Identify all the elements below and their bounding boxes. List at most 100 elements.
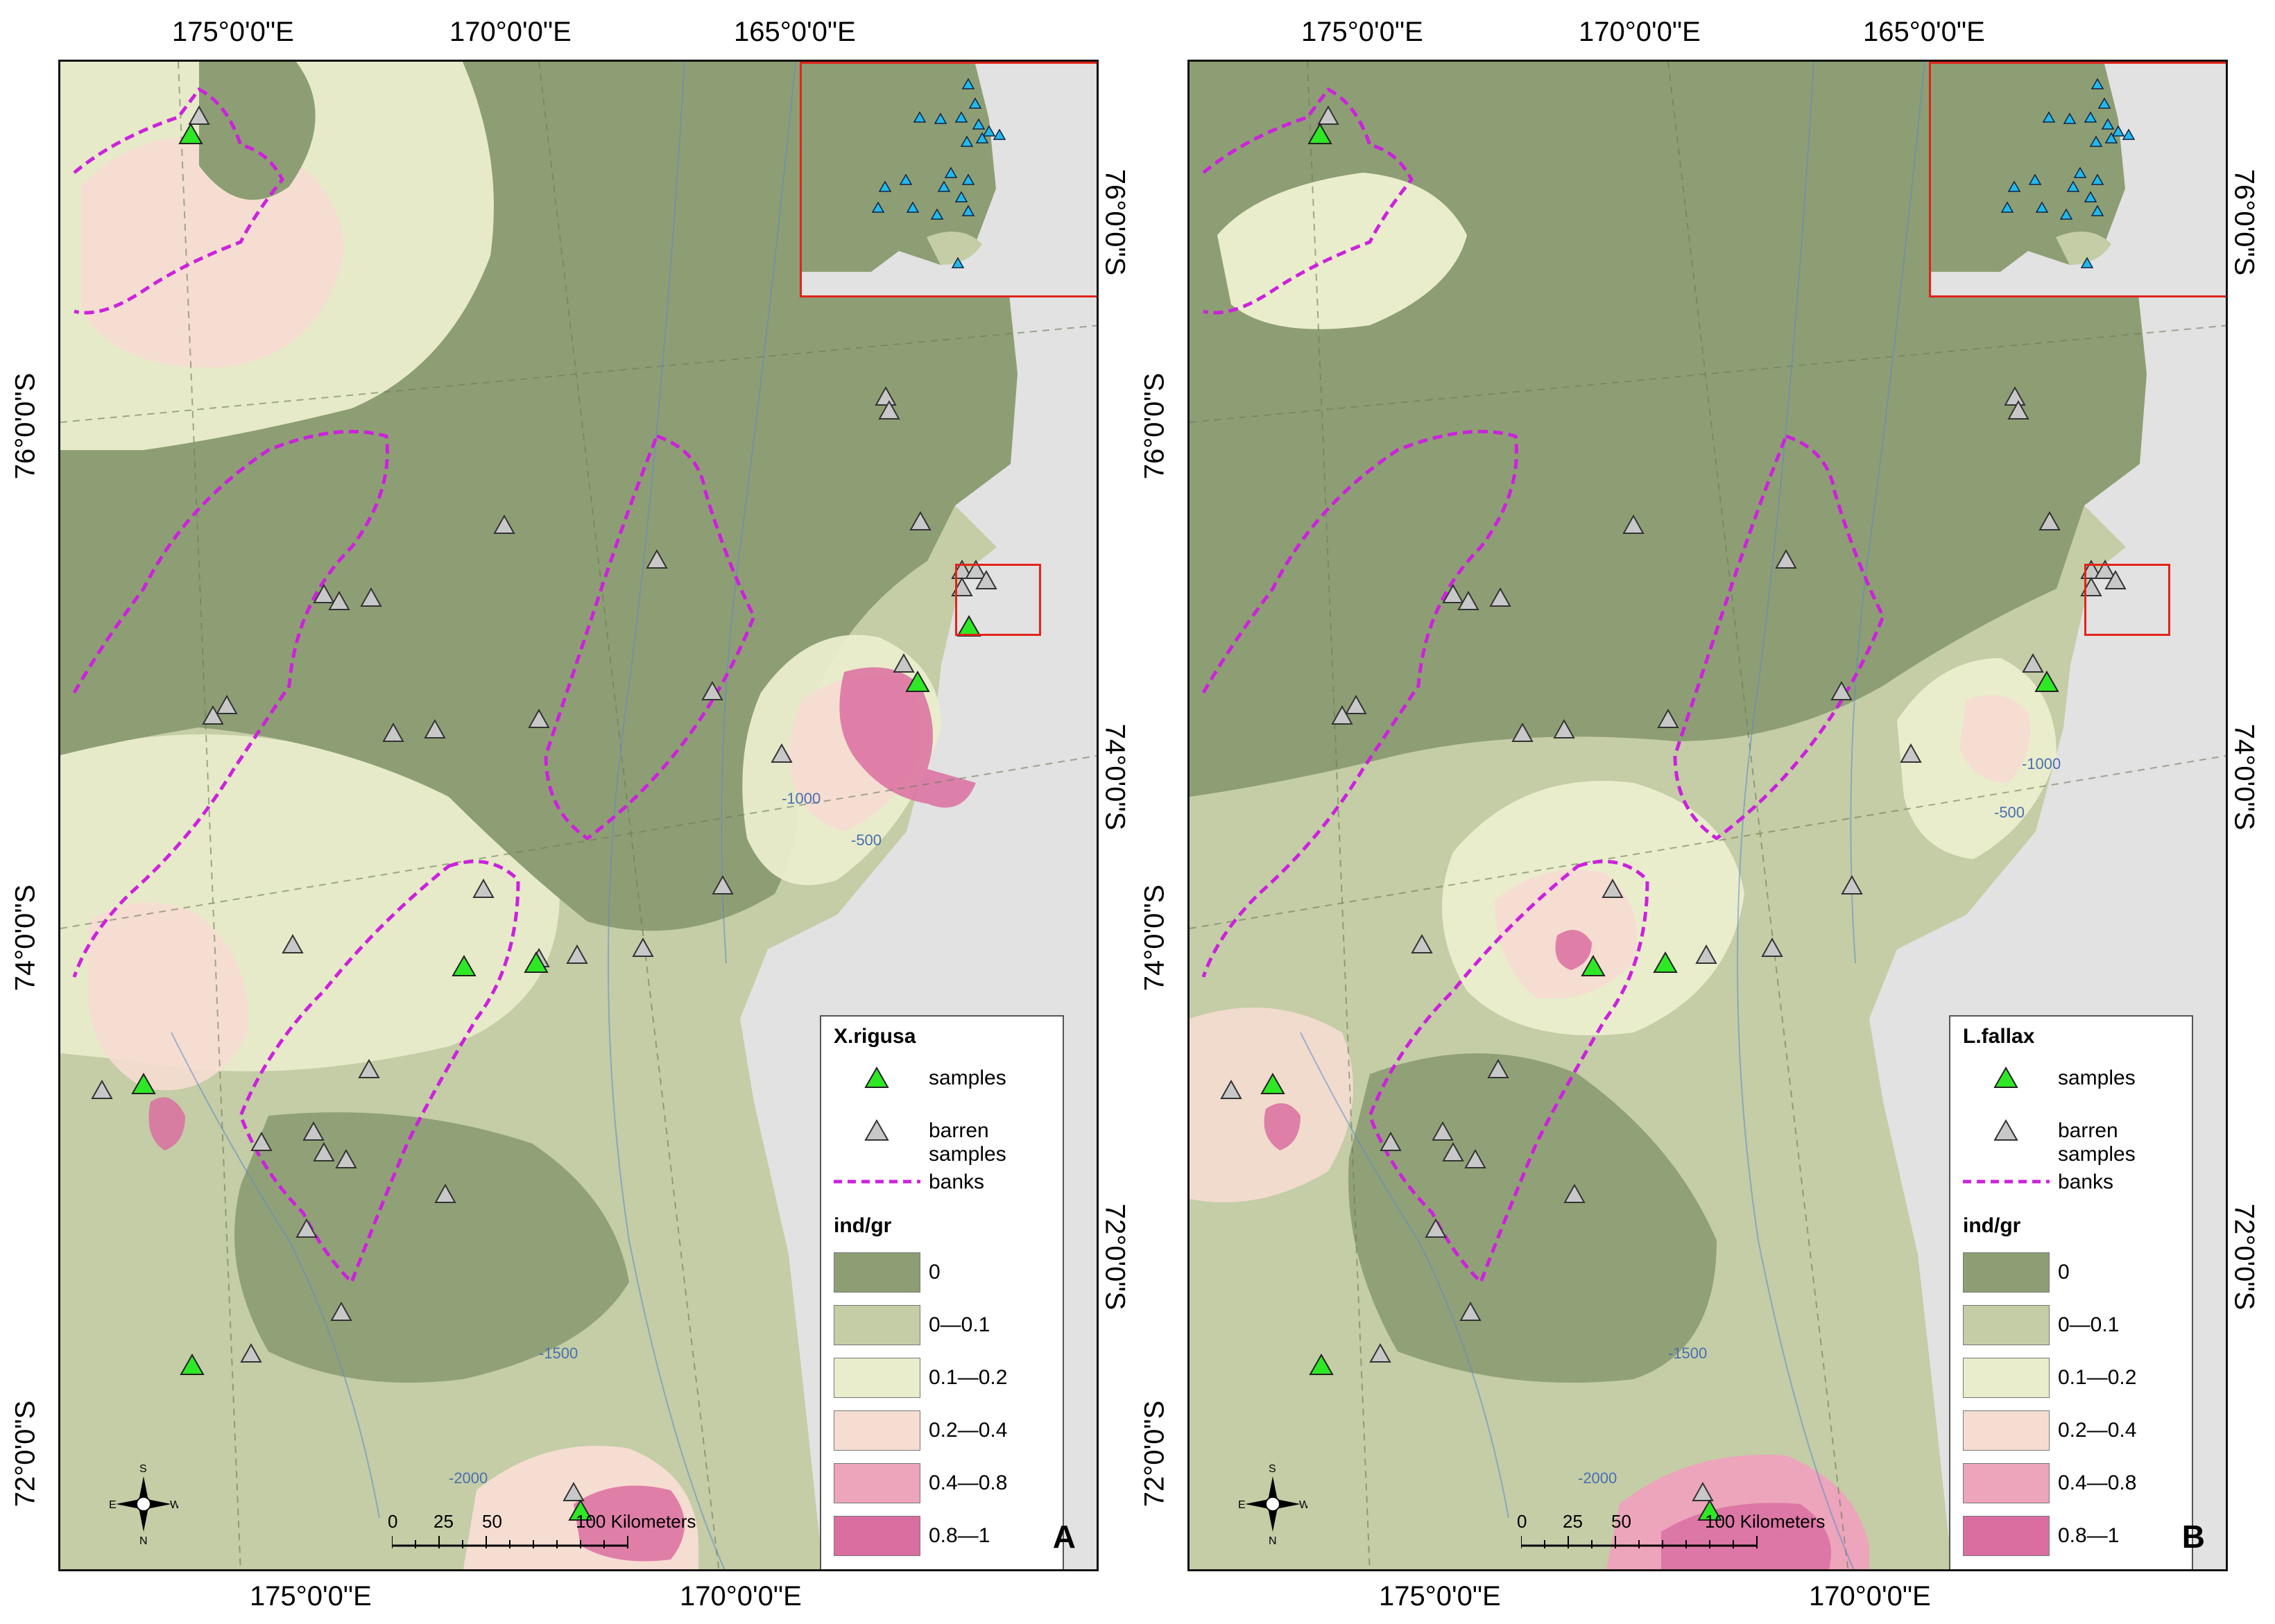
legend-swatch-5 (834, 1516, 920, 1556)
legend-class-0: 0 (2058, 1261, 2070, 1284)
banks (72, 87, 756, 1286)
svg-text:W: W (170, 1499, 178, 1511)
legend-class-4: 0.4—0.8 (929, 1471, 1008, 1494)
legend-barren-label: barren samples (929, 1119, 1006, 1166)
left-lat-label-a1: 76°0'0"S (10, 372, 41, 480)
scale-bar-b: 0 25 50 100 Kilometers (1517, 1511, 1825, 1566)
legend-class-4: 0.4—0.8 (2058, 1471, 2137, 1494)
scale-tick-100: 100 Kilometers (576, 1511, 696, 1532)
samples-points (1260, 122, 2059, 1521)
bathymetry-contours (1300, 62, 1925, 1569)
bottom-lon-label-b2: 170°0'0"E (1809, 1581, 1931, 1612)
legend-class-1: 0—0.1 (929, 1313, 990, 1336)
bathymetry-contours (171, 62, 796, 1569)
zone-0.1-0.2-nw (1217, 173, 1467, 329)
contour-label-500: -500 (851, 831, 882, 849)
legend-swatch-4 (1963, 1463, 2050, 1503)
bottom-lon-label-a2: 170°0'0"E (680, 1581, 802, 1612)
legend-barren-label: barren samples (2058, 1119, 2136, 1166)
zone-0.8-1-west (148, 1097, 185, 1150)
top-lon-label-b2: 170°0'0"E (1579, 17, 1701, 47)
scale-tick-0: 0 (1517, 1511, 1527, 1532)
scale-bar-a: 0 25 50 100 Kilometers (388, 1511, 696, 1566)
legend-barren-icon (1993, 1118, 2018, 1141)
contour-label-1500: -1500 (1668, 1345, 1707, 1362)
legend-class-0: 0 (929, 1261, 941, 1284)
legend-swatch-2 (834, 1358, 920, 1398)
svg-text:N: N (139, 1535, 148, 1546)
legend-samples-label: samples (2058, 1066, 2136, 1089)
scale-tick-25: 25 (433, 1511, 454, 1532)
inset-map-canvas-b (1931, 64, 2226, 295)
inset-locator-box-b (2084, 564, 2170, 636)
bottom-lon-label-a1: 175°0'0"E (250, 1581, 372, 1612)
right-lat-label-b3: 72°0'0"S (2229, 1203, 2260, 1311)
svg-text:W: W (1299, 1499, 1307, 1511)
zone-0.2-0.4-east (1959, 695, 2030, 783)
left-lat-label-b3: 72°0'0"S (1139, 1400, 1170, 1508)
bottom-lon-label-b1: 175°0'0"E (1379, 1581, 1501, 1612)
legend-sample-icon (864, 1066, 889, 1088)
legend-banks-label: banks (929, 1171, 985, 1193)
contour-label-2000: -2000 (449, 1469, 488, 1487)
legend-swatch-4 (834, 1463, 920, 1503)
zone-0-south (234, 1112, 629, 1383)
right-lat-label-a3: 72°0'0"S (1099, 1203, 1131, 1311)
legend-samples-label: samples (929, 1066, 1006, 1089)
top-lon-label-a1: 175°0'0"E (172, 17, 294, 47)
zone-0.2-0.4-w (88, 902, 249, 1091)
map-panel-a: -1000 -500 -1500 -2000 (58, 60, 1099, 1571)
legend-banks-icon (1963, 1180, 2050, 1184)
left-lat-label-b2: 74°0'0"S (1139, 884, 1170, 992)
panel-letter-a: A (1052, 1519, 1076, 1555)
zone-0.8-1-south (574, 1485, 685, 1562)
banks (1201, 87, 1885, 1286)
legend-class-2: 0.1—0.2 (2058, 1366, 2137, 1389)
legend-unit-title: ind/gr (834, 1214, 892, 1237)
compass-rose-icon: S N E W (1238, 1463, 1307, 1546)
compass-rose-icon: S N E W (109, 1463, 178, 1546)
contour-label-500: -500 (1994, 804, 2025, 821)
legend-sample-icon (1993, 1066, 2018, 1088)
right-lat-label-a1: 76°0'0"S (1099, 169, 1131, 276)
svg-text:E: E (109, 1499, 117, 1511)
legend-swatch-5 (1963, 1516, 2050, 1556)
top-lon-label-b3: 165°0'0"E (1863, 17, 1985, 47)
panel-letter-b: B (2181, 1519, 2205, 1555)
top-lon-label-a3: 165°0'0"E (734, 17, 856, 47)
legend-unit-title: ind/gr (1963, 1214, 2021, 1237)
scale-tick-25: 25 (1563, 1511, 1583, 1532)
svg-text:N: N (1269, 1535, 1277, 1546)
scale-tick-50: 50 (482, 1511, 502, 1532)
inset-map-b (1929, 62, 2226, 297)
map-canvas-b: -1000 -500 -1500 -2000 (1190, 62, 2226, 1569)
contour-label-1000: -1000 (782, 790, 821, 807)
left-lat-label-b1: 76°0'0"S (1139, 372, 1170, 480)
legend-swatch-3 (834, 1410, 920, 1451)
scale-tick-0: 0 (388, 1511, 398, 1532)
barren-samples (1220, 105, 2127, 1501)
left-lat-label-a2: 74°0'0"S (10, 884, 41, 992)
right-lat-label-b1: 76°0'0"S (2229, 169, 2260, 276)
contour-label-2000: -2000 (1578, 1469, 1617, 1487)
legend-class-5: 0.8—1 (929, 1524, 990, 1547)
zone-0.8-1-east (839, 667, 976, 808)
map-panel-b: -1000 -500 -1500 -2000 (1187, 60, 2228, 1571)
map-canvas-a: -1000 -500 -1500 -2000 (60, 62, 1097, 1569)
contour-label-1500: -1500 (539, 1345, 578, 1362)
legend-class-3: 0.2—0.4 (929, 1419, 1008, 1442)
legend-swatch-0 (1963, 1252, 2050, 1293)
legend-banks-label: banks (2058, 1171, 2114, 1193)
legend-b: L.fallax samples barren samples banks in… (1949, 1015, 2193, 1569)
legend-class-2: 0.1—0.2 (929, 1366, 1008, 1389)
zone-0.8-1-center (1555, 930, 1592, 970)
scale-tick-100: 100 Kilometers (1705, 1511, 1826, 1532)
legend-class-3: 0.2—0.4 (2058, 1419, 2137, 1442)
zone-0.8-1-west (1264, 1103, 1300, 1150)
legend-species-title: L.fallax (1963, 1025, 2035, 1048)
legend-swatch-1 (1963, 1305, 2050, 1345)
samples-points (131, 122, 981, 1521)
contour-label-1000: -1000 (2022, 755, 2061, 772)
graticule (60, 62, 1097, 1569)
scale-tick-50: 50 (1611, 1511, 1631, 1532)
